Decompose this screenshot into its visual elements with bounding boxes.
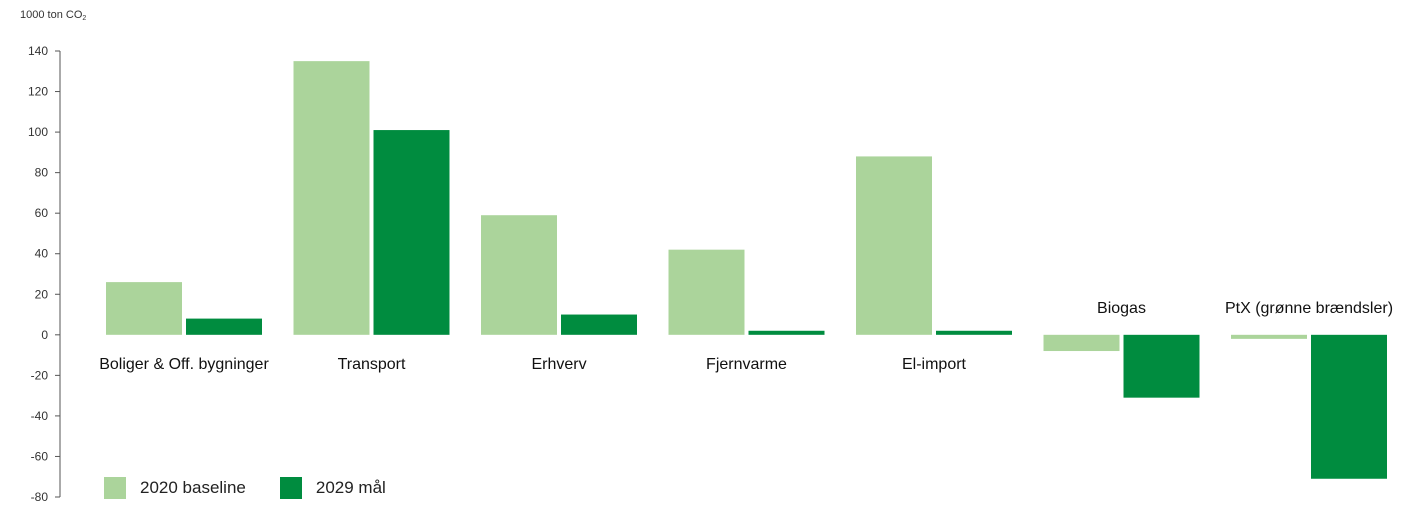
y-tick-label: 140: [28, 44, 48, 58]
legend-item-2020-baseline: 2020 baseline: [104, 477, 246, 499]
legend-label-2029-maal: 2029 mål: [315, 478, 386, 497]
category-label: Fjernvarme: [706, 356, 787, 373]
y-tick-label: -60: [31, 449, 49, 463]
y-tick-label: 120: [28, 85, 48, 99]
legend-swatch-2020-baseline: [104, 477, 126, 499]
bar-2029-maal: [186, 318, 262, 335]
y-tick-label: 20: [35, 287, 49, 301]
y-tick-label: -20: [31, 368, 49, 382]
bar-2029-maal: [561, 314, 637, 335]
bar-2020-baseline: [481, 215, 557, 335]
category-label: PtX (grønne brændsler): [1225, 300, 1393, 317]
bar-2029-maal: [936, 330, 1012, 335]
bar-2029-maal: [748, 330, 825, 335]
y-tick-label: 40: [35, 247, 49, 261]
bar-2020-baseline: [856, 156, 932, 335]
y-axis-unit-label: 1000 ton CO2: [20, 9, 87, 22]
y-tick-label: 60: [35, 206, 49, 220]
y-tick-label: 80: [35, 166, 49, 180]
category-label: Erhverv: [531, 356, 586, 373]
y-tick-label: 0: [41, 328, 48, 342]
bar-2020-baseline: [1043, 334, 1120, 352]
y-tick-label: 100: [28, 125, 48, 139]
legend-swatch-2029-maal: [279, 477, 302, 499]
legend-item-2029-maal: 2029 mål: [279, 477, 386, 499]
y-tick-label: -80: [31, 490, 49, 502]
category-label: Boliger & Off. bygninger: [99, 356, 269, 373]
bar-2020-baseline: [106, 282, 182, 335]
bar-2029-maal: [373, 130, 450, 335]
bar-2020-baseline: [1231, 334, 1307, 339]
category-label: Biogas: [1097, 300, 1146, 317]
bar-2020-baseline: [293, 61, 370, 335]
legend: 2020 baseline 2029 mål: [104, 477, 420, 499]
category-label: El-import: [902, 356, 967, 373]
y-tick-label: -40: [31, 409, 49, 423]
legend-label-2020-baseline: 2020 baseline: [140, 478, 246, 497]
category-label: Transport: [338, 356, 406, 373]
bar-2020-baseline: [668, 249, 745, 335]
bar-2029-maal: [1311, 334, 1387, 479]
bar-2029-maal: [1123, 334, 1200, 398]
